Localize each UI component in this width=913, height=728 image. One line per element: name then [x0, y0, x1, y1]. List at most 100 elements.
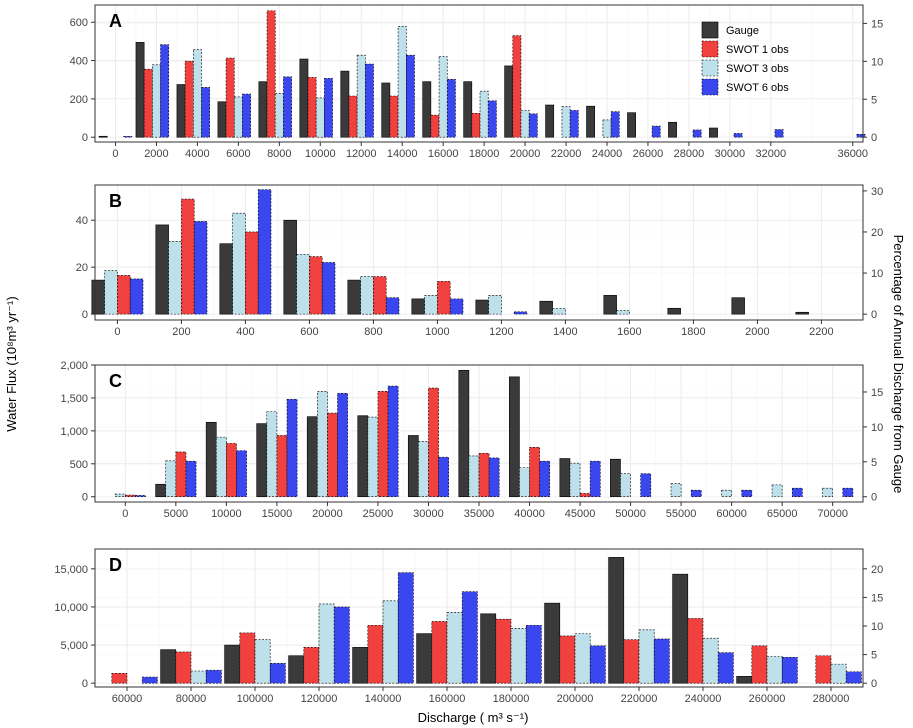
panel-C-bar-swot-1-obs — [579, 493, 591, 498]
panel-B-bar-swot-1-obs — [245, 231, 259, 315]
panel-A-bar-swot-6-obs — [123, 135, 133, 138]
panel-D-x-tick-label: 280000 — [813, 693, 850, 705]
panel-A-bar-swot-6-obs — [651, 125, 661, 138]
panel-A-bar-gauge — [422, 81, 432, 138]
panel-D-bar-swot-1-obs — [751, 645, 768, 684]
panel-B-x-tick-label: 1000 — [425, 326, 449, 338]
panel-B-bar-gauge — [667, 307, 681, 315]
panel-A-bar-swot-6-obs — [528, 113, 538, 138]
panel-C-bar-swot-6-obs — [135, 495, 146, 498]
panel-A-bar-swot-6-obs — [487, 100, 497, 138]
panel-D-x-tick-label: 100000 — [237, 693, 274, 705]
panel-D-bar-swot-1-obs — [815, 655, 832, 684]
panel-A-bar-swot-6-obs — [242, 93, 251, 138]
panel-A-bar-gauge — [98, 135, 108, 138]
panel-B-x-tick-label: 600 — [300, 326, 318, 338]
panel-D-y-tick-label: 0 — [82, 678, 88, 690]
panel-C-bar-swot-3-obs — [165, 460, 177, 498]
panel-A-bar-gauge — [586, 105, 596, 138]
panel-A-bar-gauge — [258, 81, 268, 138]
panel-D-x-tick-label: 140000 — [365, 693, 402, 705]
panel-A-y2-tick-label: 10 — [871, 56, 883, 68]
panel-A-bar-swot-6-obs — [569, 110, 579, 138]
panel-A-bar-gauge — [217, 101, 227, 138]
panel-A-bar-swot-3-obs — [152, 64, 161, 138]
panel-C-bar-swot-6-obs — [791, 487, 803, 498]
panel-D-x-tick-label: 220000 — [621, 693, 658, 705]
panel-D-bar-swot-3-obs — [510, 627, 527, 684]
panel-C-bar-gauge — [306, 416, 318, 498]
panel-A-border — [94, 4, 864, 143]
panel-B-y-tick-label: 20 — [76, 262, 88, 274]
panel-C-bar-swot-1-obs — [327, 412, 338, 498]
panel-B-bar-swot-6-obs — [513, 311, 528, 315]
panel-A-bar-swot-6-obs — [774, 129, 784, 138]
panel-D-y2-tick-label: 20 — [871, 564, 883, 576]
panel-D-bar-swot-6-obs — [525, 624, 542, 684]
panel-D-x-tick-label: 120000 — [301, 693, 338, 705]
panel-C-bar-swot-6-obs — [690, 489, 702, 498]
panel-D-bar-swot-6-obs — [205, 669, 222, 684]
panel-D-x-tick-label: 80000 — [176, 693, 207, 705]
panel-A-x-tick-label: 12000 — [346, 148, 377, 160]
panel-D-y-tick-label: 10,000 — [54, 602, 88, 614]
panel-D-bar-gauge — [288, 655, 305, 684]
panel-A-bar-swot-6-obs — [405, 54, 415, 138]
panel-A-bar-swot-6-obs — [201, 87, 210, 138]
legend-label-swot6: SWOT 6 obs — [726, 82, 789, 94]
panel-C-bar-gauge — [509, 376, 520, 498]
panel-A-bar-gauge — [504, 65, 514, 138]
panel-A-bar-swot-1-obs — [512, 35, 522, 138]
panel-A-bar-gauge — [340, 70, 350, 138]
panel-D-y2-tick-label: 0 — [871, 678, 877, 690]
panel-B-y2-tick-label: 10 — [871, 268, 883, 280]
panel-B-bar-swot-1-obs — [181, 198, 195, 315]
panel-B-bar-swot-6-obs — [321, 262, 336, 315]
panel-D-x-tick-label: 260000 — [749, 693, 786, 705]
panel-C-bar-swot-6-obs — [286, 398, 298, 498]
panel-C-x-tick-label: 60000 — [716, 508, 747, 520]
panel-A-bar-swot-6-obs — [324, 78, 333, 138]
panel-A-bar-swot-6-obs — [856, 134, 866, 138]
panel-B-bar-gauge — [219, 243, 233, 315]
panel-D-border — [94, 548, 864, 688]
panel-C-y-tick-label: 2,000 — [60, 360, 88, 372]
panel-C-bar-gauge — [357, 415, 369, 498]
panel-A-x-tick-label: 30000 — [715, 148, 746, 160]
panel-C-bar-swot-3-obs — [822, 487, 833, 498]
panel-B-bar-gauge — [347, 279, 361, 315]
panel-C-letter: C — [109, 371, 122, 391]
panel-A-bar-swot-1-obs — [430, 114, 440, 138]
panel-D-bar-swot-6-obs — [397, 572, 414, 684]
panel-C-bar-swot-6-obs — [387, 385, 399, 498]
panel-B-x-tick-label: 1600 — [617, 326, 641, 338]
legend-label-gauge: Gauge — [726, 25, 759, 37]
panel-A-letter: A — [109, 11, 122, 31]
panel-C-bar-gauge — [610, 458, 621, 498]
panel-D-bar-swot-6-obs — [717, 652, 734, 684]
panel-A-bar-swot-3-obs — [520, 110, 530, 138]
panels: 0 2000 4000 6000 8000 10000 12000 14000 16000 180… — [54, 4, 883, 705]
panel-B-bar-swot-3-obs — [488, 295, 502, 315]
panel-D-bar-swot-1-obs — [367, 624, 384, 684]
panel-A-x-tick-label: 26000 — [633, 148, 664, 160]
panel-A-x-tick-label: 18000 — [469, 148, 500, 160]
panel-A-y-tick-label: 0 — [82, 132, 88, 144]
panel-B-y2-tick-label: 30 — [871, 186, 883, 198]
panel-C-bar-swot-1-obs — [478, 452, 490, 498]
panel-C: 0 5000 10000 15000 20000 25000 30000 35000 40000… — [60, 360, 883, 520]
panel-D-bar-swot-6-obs — [845, 671, 862, 684]
panel-D-letter: D — [109, 555, 122, 575]
panel-A-bar-gauge — [545, 104, 555, 138]
panel-A-bar-swot-6-obs — [446, 79, 456, 138]
panel-C-y2-tick-label: 0 — [871, 492, 877, 504]
panel-A-y2-tick-label: 0 — [871, 132, 877, 144]
panel-B-border — [94, 184, 864, 321]
legend-key-swot1 — [701, 40, 719, 58]
panel-C-bar-swot-3-obs — [771, 484, 783, 498]
panel-C-bar-gauge — [407, 435, 419, 498]
panel-D-bar-swot-1-obs — [559, 635, 576, 684]
panel-C-bar-swot-6-obs — [438, 456, 449, 498]
panel-A-bar-swot-1-obs — [184, 60, 194, 138]
panel-A-y-tick-label: 200 — [70, 94, 88, 106]
